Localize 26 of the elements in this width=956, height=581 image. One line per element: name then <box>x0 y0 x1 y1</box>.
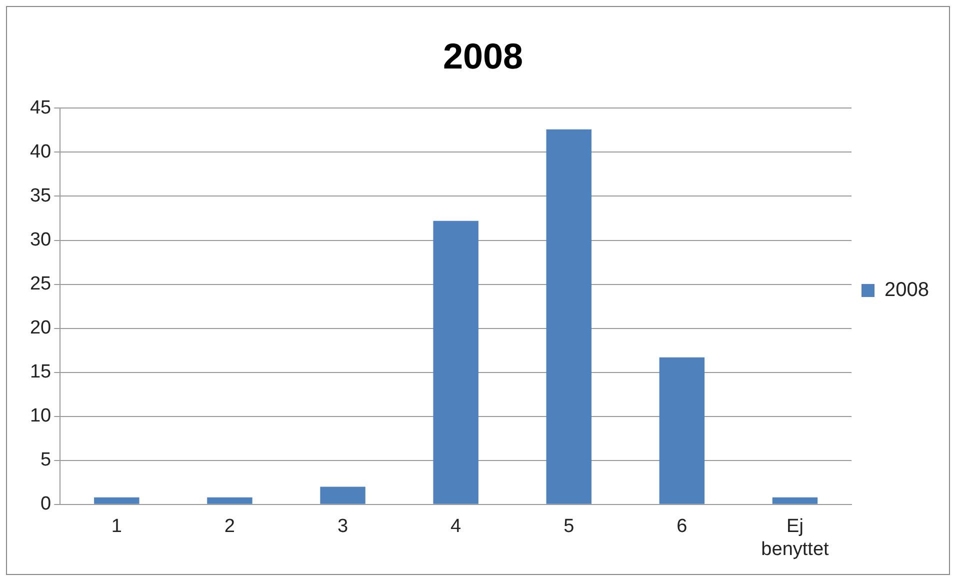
x-tick-label: 3 <box>337 516 348 538</box>
y-tick-label: 35 <box>30 185 52 206</box>
legend-label: 2008 <box>884 279 930 302</box>
x-tick-label: 4 <box>450 516 462 538</box>
y-tick-label: 5 <box>40 450 52 471</box>
bar <box>772 497 818 504</box>
bar <box>659 357 705 504</box>
y-tick-label: 45 <box>30 97 52 118</box>
bar <box>433 220 478 504</box>
chart-title: 2008 <box>442 36 524 77</box>
bar <box>320 486 366 504</box>
y-tick-label: 0 <box>40 494 52 515</box>
y-tick-label: 20 <box>30 318 52 339</box>
bar <box>546 129 592 504</box>
x-tick-label: Ej benyttet <box>761 516 830 560</box>
x-tick-label: 1 <box>111 516 122 538</box>
y-tick-label: 40 <box>30 141 52 162</box>
y-tick-label: 30 <box>30 230 52 250</box>
bar <box>94 497 140 504</box>
y-tick-label: 25 <box>30 274 52 295</box>
bar <box>207 497 252 504</box>
y-tick-label: 10 <box>30 406 52 427</box>
x-tick-label: 6 <box>676 516 688 538</box>
x-tick-label: 5 <box>564 516 574 538</box>
y-tick-label: 15 <box>30 362 52 383</box>
x-tick-label: 2 <box>224 516 236 538</box>
